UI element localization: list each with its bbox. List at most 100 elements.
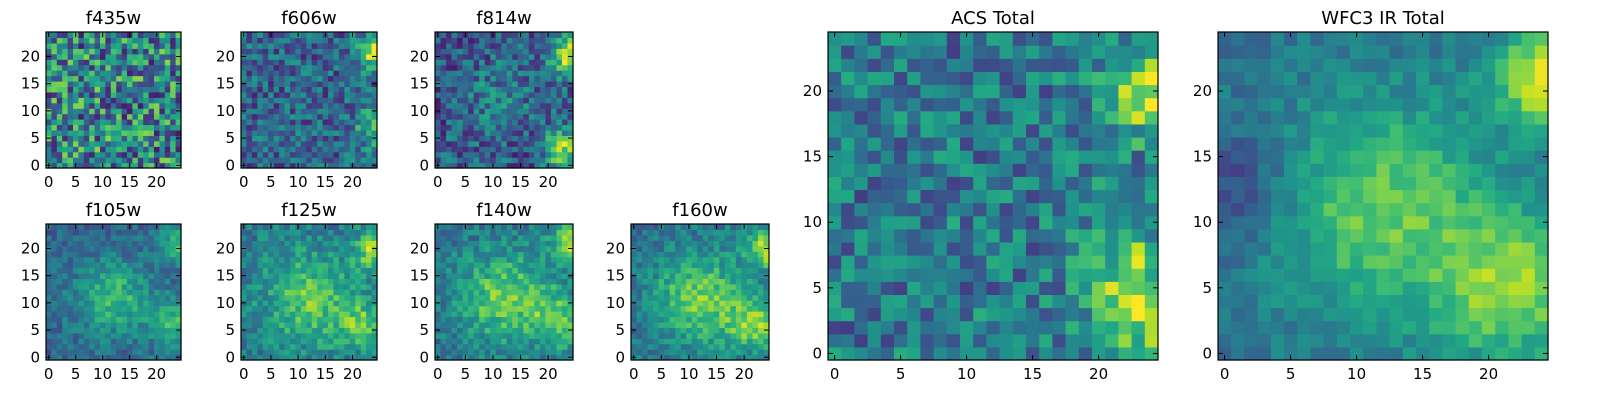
heatmap-cell	[284, 113, 291, 120]
y-tick-label: 10	[216, 294, 235, 312]
heatmap-cell	[523, 245, 530, 252]
heatmap-cell	[360, 321, 367, 328]
heatmap-cell	[289, 113, 296, 120]
heatmap-cell	[1026, 228, 1040, 243]
heatmap-cell	[763, 311, 770, 318]
heatmap-cell	[468, 75, 475, 82]
heatmap-cell	[550, 311, 558, 318]
heatmap-cell	[451, 229, 458, 236]
heatmap-cell	[468, 283, 475, 290]
heatmap-cell	[51, 256, 58, 263]
heatmap-cell	[289, 80, 296, 87]
panel-title: f105w	[86, 200, 141, 221]
heatmap-cell	[664, 349, 671, 356]
heatmap-cell	[344, 151, 351, 158]
heatmap-cell	[257, 119, 264, 126]
heatmap-cell	[89, 300, 96, 307]
heatmap-cell	[473, 294, 480, 301]
axes-frame	[240, 31, 378, 169]
heatmap-cell	[94, 251, 101, 258]
heatmap-cell	[528, 157, 535, 164]
heatmap-cell	[127, 129, 133, 136]
heatmap-cell	[306, 229, 313, 236]
heatmap-cell	[344, 91, 351, 98]
heatmap-cell	[159, 75, 166, 82]
heatmap-cell	[284, 300, 291, 307]
heatmap-cell	[468, 151, 475, 158]
heatmap-cell	[311, 343, 318, 350]
heatmap-cell	[159, 64, 166, 71]
heatmap-cell	[647, 289, 654, 296]
heatmap-cell	[170, 311, 177, 318]
heatmap-cell	[561, 119, 569, 126]
heatmap-cell	[561, 349, 569, 356]
heatmap-cell	[567, 129, 574, 136]
heatmap-cell	[528, 338, 535, 345]
heatmap-cell	[697, 240, 704, 247]
heatmap-cell	[539, 80, 546, 87]
heatmap-cell	[523, 102, 530, 109]
heatmap-cell	[523, 42, 530, 49]
heatmap-cell	[121, 224, 128, 231]
heatmap-cell	[1039, 189, 1053, 204]
heatmap-cell	[752, 234, 759, 241]
heatmap-cell	[83, 42, 90, 49]
heatmap-cell	[268, 289, 275, 296]
heatmap-cell	[451, 349, 458, 356]
heatmap-cell	[317, 332, 324, 339]
heatmap-cell	[960, 268, 974, 282]
heatmap-cell	[121, 86, 128, 93]
heatmap-cell	[1012, 215, 1027, 230]
heatmap-cell	[175, 256, 182, 263]
heatmap-cell	[306, 113, 313, 120]
heatmap-cell	[311, 278, 318, 285]
heatmap-cell	[451, 332, 458, 339]
heatmap-cell	[473, 108, 480, 115]
heatmap-cell	[170, 289, 177, 296]
heatmap-cell	[440, 70, 447, 77]
heatmap-cell	[561, 135, 569, 142]
heatmap-cell	[164, 224, 171, 231]
heatmap-cell	[295, 327, 302, 334]
heatmap-cell	[473, 59, 480, 66]
heatmap-cell	[284, 108, 291, 115]
heatmap-cell	[631, 262, 638, 269]
heatmap-cell	[841, 294, 855, 309]
heatmap-cell	[268, 59, 275, 66]
heatmap-cell	[143, 234, 150, 241]
heatmap-cell	[284, 102, 291, 109]
heatmap-cell	[333, 278, 340, 285]
heatmap-cell	[545, 86, 552, 93]
heatmap-cell	[702, 262, 709, 269]
heatmap-cell	[338, 42, 345, 49]
axes-frame	[45, 223, 182, 361]
heatmap-cell	[94, 151, 101, 158]
heatmap-cell	[495, 251, 502, 258]
heatmap-cell	[137, 162, 144, 169]
heatmap-cell	[550, 102, 558, 109]
heatmap-cell	[567, 256, 574, 263]
heatmap-cell	[328, 119, 335, 126]
heatmap-cell	[360, 129, 367, 136]
heatmap-cell	[56, 97, 63, 104]
heatmap-cell	[110, 289, 117, 296]
heatmap-cell	[246, 338, 253, 345]
heatmap-cell	[328, 234, 335, 241]
heatmap-cell	[501, 162, 508, 169]
heatmap-cell	[446, 332, 453, 339]
heatmap-cell	[556, 245, 563, 252]
heatmap-cell	[746, 289, 754, 296]
heatmap-cell	[121, 157, 128, 164]
heatmap-cell	[484, 349, 491, 356]
heatmap-cell	[78, 86, 85, 93]
heatmap-cell	[446, 294, 453, 301]
heatmap-cell	[702, 300, 709, 307]
heatmap-cell	[1065, 163, 1080, 177]
heatmap-cell	[479, 70, 486, 77]
heatmap-cell	[349, 349, 356, 356]
heatmap-cell	[664, 245, 671, 252]
heatmap-cell	[435, 97, 442, 104]
heatmap-cell	[653, 300, 660, 307]
heatmap-cell	[360, 80, 367, 87]
heatmap-cell	[51, 316, 58, 323]
